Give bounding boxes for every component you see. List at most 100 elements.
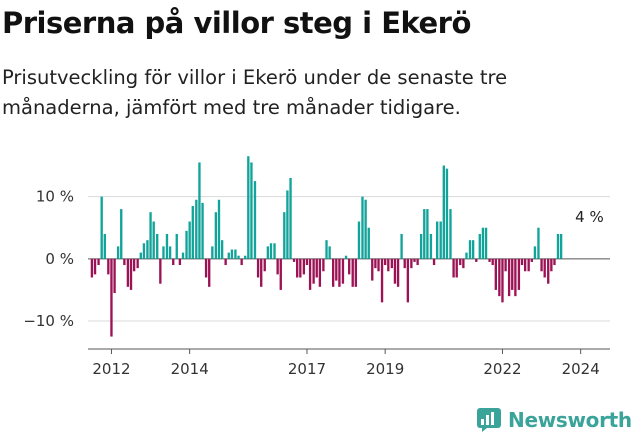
bar — [501, 258, 504, 303]
bar — [263, 258, 266, 272]
y-tick-label: 0 % — [45, 250, 74, 268]
x-tick-label: 2017 — [288, 360, 326, 378]
bar — [308, 258, 312, 290]
bar — [445, 168, 449, 259]
newsworthy-logo-icon — [477, 408, 501, 432]
bar — [178, 258, 182, 266]
bar — [302, 258, 306, 275]
bar — [478, 233, 481, 259]
bar — [452, 258, 455, 278]
bar — [256, 258, 260, 278]
chart-title: Priserna på villor steg i Ekerö — [2, 6, 471, 40]
bar — [172, 258, 175, 266]
bar — [165, 233, 169, 259]
bar — [244, 255, 247, 259]
bar — [305, 258, 309, 266]
bar — [383, 258, 387, 266]
x-tick-label: 2014 — [171, 360, 209, 378]
bar — [146, 240, 149, 259]
bar — [214, 212, 218, 259]
bar — [455, 258, 458, 278]
bar — [523, 258, 527, 272]
bar — [220, 240, 224, 259]
bar — [484, 227, 488, 259]
bar — [211, 246, 214, 259]
bar — [266, 246, 270, 259]
x-tick-label: 2019 — [366, 360, 404, 378]
bar — [230, 249, 234, 259]
bar — [341, 258, 345, 284]
bar — [97, 258, 100, 266]
bar — [410, 258, 413, 269]
bar — [312, 258, 315, 284]
bar — [436, 221, 439, 259]
bar — [289, 177, 292, 259]
bar — [247, 156, 250, 259]
bar — [429, 233, 433, 259]
x-tick-label: 2022 — [483, 360, 521, 378]
bar — [547, 258, 550, 284]
bar — [149, 212, 152, 259]
bar — [188, 221, 191, 259]
bar — [403, 258, 406, 269]
bar — [367, 227, 370, 259]
bar — [556, 233, 560, 259]
bar — [142, 243, 146, 259]
bar — [217, 199, 221, 259]
bar — [129, 258, 133, 290]
bar — [462, 258, 465, 269]
bar — [471, 240, 475, 259]
x-axis — [88, 348, 610, 354]
bar — [413, 258, 416, 262]
bar — [357, 221, 361, 259]
y-tick-label: −10 % — [23, 312, 74, 330]
y-axis-labels: 10 % 0 % −10 % — [23, 188, 74, 330]
bar — [90, 258, 94, 278]
bar — [426, 209, 429, 259]
bar — [110, 258, 113, 337]
bar — [387, 258, 390, 272]
bar — [550, 258, 553, 272]
bar — [481, 227, 485, 259]
bar — [540, 258, 543, 272]
bar — [162, 246, 165, 259]
bar — [380, 258, 384, 303]
bar — [175, 233, 178, 259]
bar — [361, 196, 364, 259]
brand-name: Newsworthy — [508, 408, 631, 432]
bar — [276, 258, 279, 275]
bar — [113, 258, 116, 294]
bar — [328, 246, 331, 259]
bar — [331, 258, 335, 287]
bar — [227, 252, 230, 259]
bar — [250, 162, 253, 259]
bar — [191, 205, 194, 259]
bar — [299, 258, 302, 278]
bar — [116, 246, 120, 259]
bar — [260, 258, 263, 287]
newsworthy-logo: Newsworthy — [476, 407, 631, 433]
bar — [416, 258, 419, 266]
bar — [396, 258, 400, 287]
bar — [533, 246, 537, 259]
bar — [286, 190, 289, 259]
bar — [468, 240, 472, 259]
y-tick-label: 10 % — [36, 188, 74, 206]
bar — [335, 258, 338, 281]
bar — [253, 181, 257, 259]
bar — [449, 209, 452, 259]
bar — [465, 252, 468, 259]
bar — [559, 233, 563, 259]
bar — [348, 258, 351, 275]
bar — [511, 258, 514, 290]
bar — [520, 258, 524, 266]
bar — [315, 258, 318, 278]
bar — [475, 258, 478, 262]
bar — [269, 243, 273, 259]
bar — [198, 162, 201, 259]
bar — [543, 258, 546, 278]
bar — [100, 196, 103, 259]
bar — [322, 258, 325, 272]
bar — [351, 258, 354, 287]
bar — [530, 258, 533, 262]
